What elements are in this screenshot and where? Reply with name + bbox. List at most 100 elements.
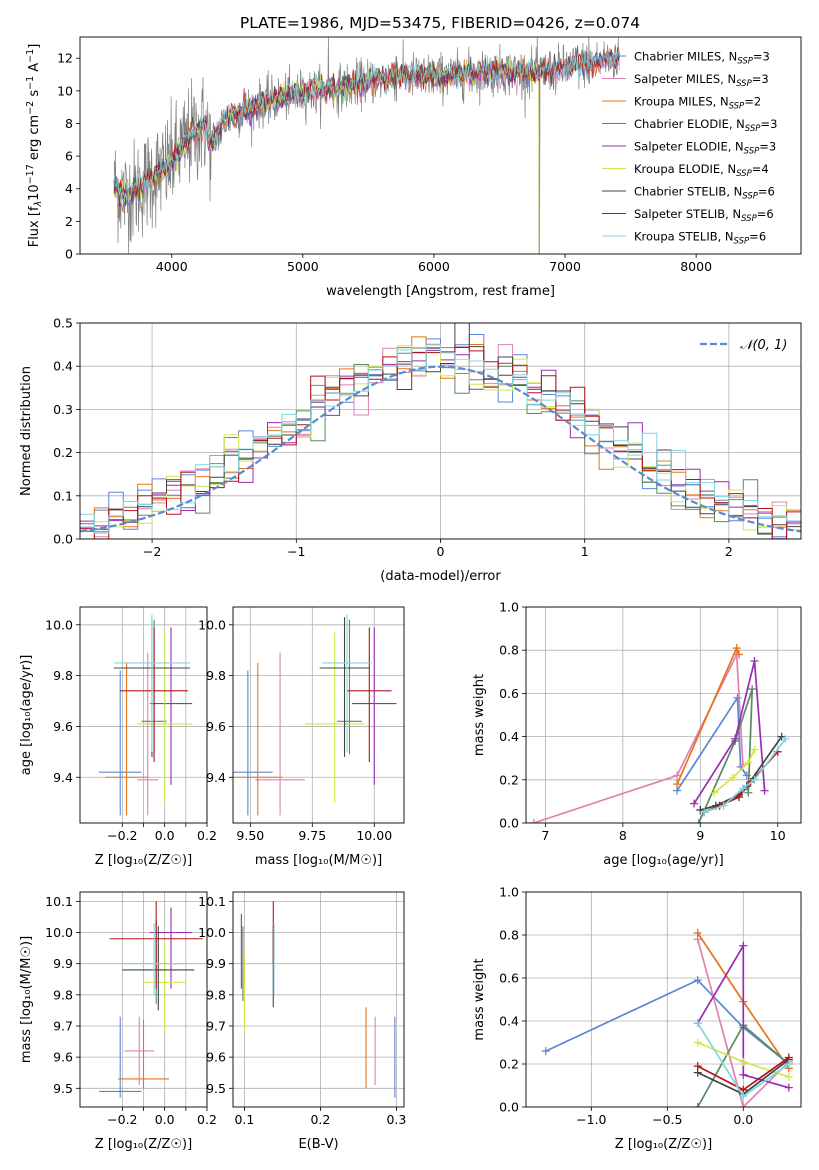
weight-point-marker: [784, 1072, 793, 1081]
y-tick-label: 10.1: [45, 894, 73, 909]
y-tick-label: 0.2: [53, 445, 73, 460]
weight-point-marker: [781, 734, 790, 743]
weight-point-marker: [733, 693, 742, 702]
errorbar-point: [99, 670, 142, 816]
errorbar-point: [105, 662, 148, 816]
y-tick-label: 9.8: [206, 668, 226, 683]
y-tick-label: 0.8: [499, 643, 519, 658]
axes-frame: [525, 606, 802, 824]
y-tick-label: 0.0: [499, 1100, 519, 1115]
y-axis-label: mass weight: [472, 958, 487, 1040]
y-tick-label: 0.2: [499, 1057, 519, 1072]
legend-nssp: 3: [770, 117, 777, 131]
y-tick-label: 9.5: [53, 1081, 73, 1096]
legend-nssp: 3: [761, 72, 768, 86]
plot-area: [80, 892, 207, 1107]
errorbar-point: [322, 614, 372, 752]
weight-point-marker: [760, 786, 769, 795]
weight-point-marker: [735, 650, 744, 659]
weight-point-marker: [750, 657, 759, 665]
weight-point-marker: [690, 799, 699, 808]
errorbar-point: [149, 907, 193, 989]
axes-age-vs-mass: 9.50 9.75 10.00 9.4 9.6 9.8 10.0 mass [log₁₀(M/…: [198, 606, 405, 868]
errorbar-point: [337, 619, 362, 755]
legend-entry: Chabrier STELIB, NSSP=6: [634, 185, 775, 202]
x-tick-label: 7: [541, 828, 549, 843]
axes-frame: [79, 606, 208, 824]
x-tick-label: 9.75: [298, 828, 326, 843]
weight-point-marker: [739, 1070, 748, 1079]
weight-point-marker: [732, 644, 741, 653]
y-tick-label: 9.4: [53, 770, 73, 785]
weight-point-marker: [693, 976, 702, 985]
x-tick-label: 6000: [418, 259, 450, 274]
axes-mass-vs-Z: −0.2 0.0 0.2 9.5 9.6 9.7 9.8 9.9 10.0 10.1 Z [log₁…: [19, 891, 217, 1152]
y-tick-label: 0.4: [499, 729, 519, 744]
legend-model-name: Kroupa ELODIE: [634, 162, 720, 176]
legend-nssp: 6: [759, 230, 766, 244]
normal-curve: [80, 365, 801, 533]
weight-point-marker: [693, 1019, 702, 1028]
x-tick-label: 0.1: [234, 1112, 254, 1127]
x-axis-label: Z [log₁₀(Z/Z☉)]: [95, 1137, 192, 1152]
errorbar-point: [118, 923, 191, 995]
errorbar-point: [124, 1016, 155, 1086]
x-tick-label: 8: [619, 828, 627, 843]
weight-point-marker: [529, 819, 538, 823]
weight-point-marker: [735, 793, 744, 802]
x-tick-label: 0.0: [155, 1112, 175, 1127]
y-tick-label: 9.8: [206, 987, 226, 1002]
legend-entry: Chabrier ELODIE, NSSP=3: [634, 117, 777, 134]
y-tick-label: 10.1: [198, 894, 226, 909]
errorbar-point: [149, 627, 193, 785]
weight-point-marker: [739, 1092, 748, 1101]
model-spectrum-line: [113, 49, 620, 201]
errorbar-point: [99, 1016, 142, 1098]
x-axis-label: Z [log₁₀(Z/Z☉)]: [615, 1137, 712, 1152]
legend-model-name: Salpeter ELODIE: [634, 140, 728, 154]
errorbar-point: [233, 662, 283, 816]
legend-model-name: Chabrier MILES: [634, 50, 721, 64]
weight-point-marker: [744, 788, 753, 797]
errorbar-point: [137, 632, 193, 803]
errorbar-point: [351, 627, 397, 785]
x-axis-label: wavelength [Angstrom, rest frame]: [326, 284, 555, 299]
y-tick-label: 10.0: [45, 617, 73, 632]
y-tick-label: 0.8: [499, 928, 519, 943]
errorbar-point: [109, 901, 203, 989]
legend-nssp: 2: [754, 95, 761, 109]
weight-point-marker: [739, 1103, 748, 1107]
x-tick-label: 0.0: [733, 1112, 753, 1127]
errorbar-point: [304, 632, 365, 803]
legend-nssp: 3: [769, 140, 776, 154]
y-tick-label: 9.5: [206, 1081, 226, 1096]
errorbar-point: [347, 627, 392, 763]
y-axis-label: Normed distribution: [19, 366, 34, 496]
y-axis-label: mass [log₁₀(M/M☉)]: [19, 936, 34, 1063]
y-tick-label: 0.6: [499, 971, 519, 986]
x-tick-label: 7000: [549, 259, 581, 274]
y-tick-label: 0.4: [53, 359, 73, 374]
axes-frame: [79, 891, 208, 1108]
legend-entry: Salpeter MILES, NSSP=3: [634, 72, 769, 89]
x-tick-label: −0.2: [107, 1112, 137, 1127]
y-tick-label: 6: [65, 149, 73, 164]
weight-point-marker: [750, 745, 759, 754]
x-tick-label: 0.2: [197, 1112, 217, 1127]
x-tick-label: 2: [725, 544, 733, 559]
y-tick-label: 9.7: [206, 1018, 226, 1033]
weight-series-line: [676, 695, 748, 792]
y-tick-label: 9.4: [206, 770, 226, 785]
x-tick-label: 10.00: [356, 828, 392, 843]
weight-point-marker: [700, 808, 709, 817]
y-tick-label: 10: [57, 83, 73, 98]
y-tick-label: 0.1: [53, 488, 73, 503]
weight-point-marker: [693, 1103, 702, 1107]
legend-nssp: 4: [761, 162, 768, 176]
x-tick-label: 4000: [156, 259, 188, 274]
weight-series-line: [697, 688, 754, 823]
y-tick-label: 9.8: [53, 987, 73, 1002]
weight-series-line: [713, 749, 756, 794]
errorbar-point: [143, 941, 186, 1033]
